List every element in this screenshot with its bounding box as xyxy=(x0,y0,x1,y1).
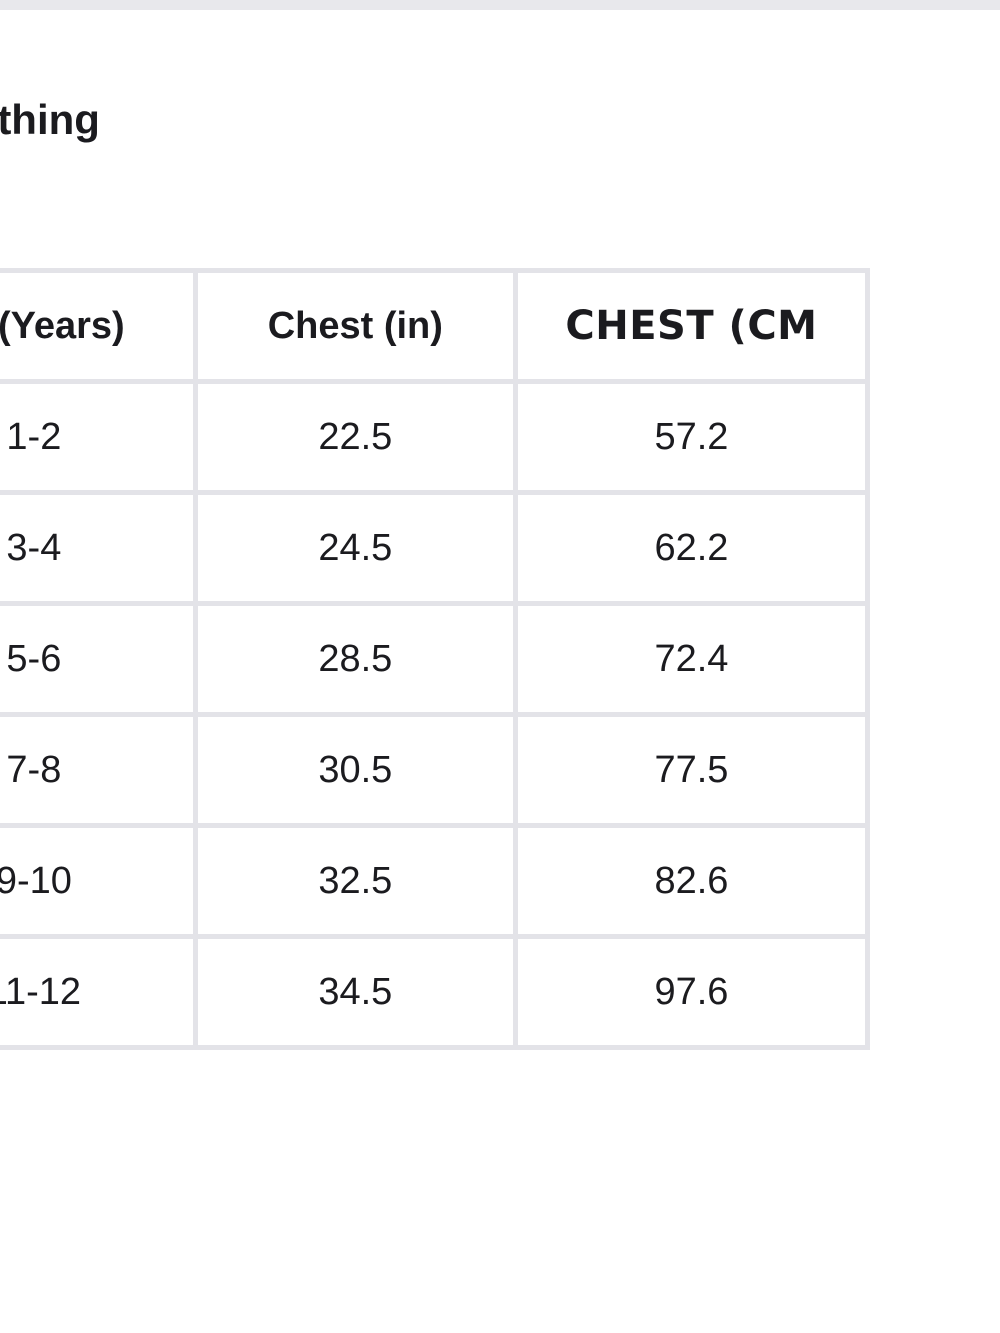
table-header-row: ge (Years) Chest (in) CHEST (CM xyxy=(0,268,871,384)
section-title: lothing xyxy=(0,96,100,143)
header-chest-cm: CHEST (CM xyxy=(512,268,871,384)
table-row: 1-2 22.5 57.2 xyxy=(0,379,871,495)
table-row: 7-8 30.5 77.5 xyxy=(0,712,871,828)
cell-chest-cm: 62.2 xyxy=(512,490,871,606)
cell-age: 5-6 xyxy=(0,601,198,717)
cell-chest-cm: 57.2 xyxy=(512,379,871,495)
cell-chest-cm: 82.6 xyxy=(512,823,871,939)
cell-chest-in: 28.5 xyxy=(192,601,518,717)
header-age-years: ge (Years) xyxy=(0,268,198,384)
cell-age: 11-12 xyxy=(0,934,198,1050)
top-divider xyxy=(0,0,1000,10)
cell-chest-in: 24.5 xyxy=(192,490,518,606)
cell-chest-in: 34.5 xyxy=(192,934,518,1050)
size-chart-table: ge (Years) Chest (in) CHEST (CM 1-2 22.5… xyxy=(0,268,871,1050)
cell-chest-cm: 77.5 xyxy=(512,712,871,828)
table-row: 9-10 32.5 82.6 xyxy=(0,823,871,939)
table-row: 11-12 34.5 97.6 xyxy=(0,934,871,1050)
cell-chest-cm: 97.6 xyxy=(512,934,871,1050)
cell-chest-in: 22.5 xyxy=(192,379,518,495)
cell-age: 3-4 xyxy=(0,490,198,606)
cell-chest-in: 30.5 xyxy=(192,712,518,828)
table-row: 5-6 28.5 72.4 xyxy=(0,601,871,717)
cell-chest-in: 32.5 xyxy=(192,823,518,939)
cell-age: 1-2 xyxy=(0,379,198,495)
table-row: 3-4 24.5 62.2 xyxy=(0,490,871,606)
cell-age: 9-10 xyxy=(0,823,198,939)
cell-chest-cm: 72.4 xyxy=(512,601,871,717)
cell-age: 7-8 xyxy=(0,712,198,828)
header-chest-in: Chest (in) xyxy=(192,268,518,384)
